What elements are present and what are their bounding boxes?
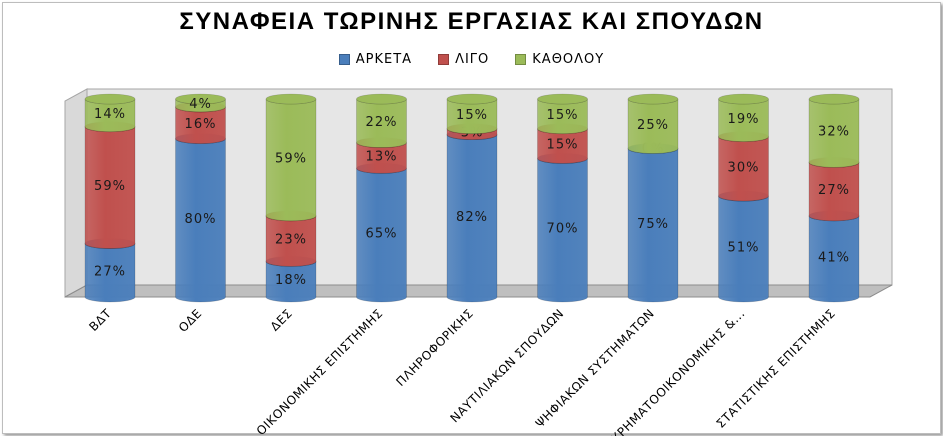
bar-ΑΡΚΕΤΑ-7: 51% [718,190,769,303]
legend-swatch-katholou [515,54,527,65]
bar-ΚΑΘΟΛΟΥ-2: 59% [265,93,317,222]
data-label: 14% [94,107,126,122]
bar-segment-top [808,93,860,105]
bar-ΚΑΘΟΛΟΥ-4: 15% [446,93,498,135]
x-tick-label: ΔΕΣ [268,306,295,333]
data-label: 15% [547,108,579,123]
data-label: 51% [728,241,760,256]
data-label: 19% [728,112,760,127]
bar-ΑΡΚΕΤΑ-5: 70% [537,153,588,303]
data-label: 15% [547,138,579,153]
legend: ΑΡΚΕΤΑ ΛΙΓΟ ΚΑΘΟΛΟΥ [0,52,943,67]
data-label: 75% [637,217,669,232]
bar-segment-top [175,93,226,105]
legend-label-arketa: ΑΡΚΕΤΑ [355,52,413,67]
data-label: 59% [94,179,126,194]
bar-segment-top [84,93,136,105]
bar-segment-top [265,93,317,105]
bar-segment-top [627,93,679,105]
bar-ΛΙΓΟ-0: 59% [84,121,136,249]
bar-ΑΡΚΕΤΑ-4: 82% [446,129,498,303]
x-tick-label: ΟΔΕ [176,306,205,335]
bar-ΚΑΘΟΛΟΥ-5: 15% [537,93,588,135]
bar-ΑΡΚΕΤΑ-8: 41% [808,210,860,303]
bar-ΚΑΘΟΛΟΥ-1: 4% [175,93,226,113]
bar-ΚΑΘΟΛΟΥ-7: 19% [718,93,769,143]
bar-ΑΡΚΕΤΑ-6: 75% [627,143,679,303]
legend-item-ligo: ΛΙΓΟ [438,52,489,67]
bar-ΚΑΘΟΛΟΥ-8: 32% [808,93,860,168]
bar-ΚΑΘΟΛΟΥ-0: 14% [84,93,136,133]
data-label: 23% [275,233,307,248]
data-label: 22% [366,115,398,130]
data-label: 27% [94,264,126,279]
legend-item-arketa: ΑΡΚΕΤΑ [338,52,413,67]
data-label: 41% [818,250,850,265]
data-label: 65% [366,227,398,242]
data-label: 15% [456,108,488,123]
data-label: 13% [366,149,398,164]
data-label: 18% [275,273,307,288]
data-label: 25% [637,118,669,133]
x-tick-label: ΠΛΗΡΟΦΟΡΙΚΗΣ [393,306,476,389]
data-label: 16% [185,117,217,132]
legend-item-katholou: ΚΑΘΟΛΟΥ [515,52,604,67]
x-tick-label: ΒΔΤ [86,306,114,334]
data-label: 70% [547,222,579,237]
data-label: 27% [818,183,850,198]
data-label: 59% [275,151,307,166]
data-label: 30% [728,160,760,175]
legend-swatch-ligo [438,54,450,65]
bar-segment-top [446,93,498,105]
bar-segment-top [718,93,769,105]
legend-label-ligo: ΛΙΓΟ [455,52,490,67]
legend-swatch-arketa [338,54,350,65]
bar-ΚΑΘΟΛΟΥ-6: 25% [627,93,679,154]
legend-label-katholou: ΚΑΘΟΛΟΥ [532,52,605,67]
side-wall [64,88,88,298]
data-label: 80% [185,212,217,227]
bar-ΑΡΚΕΤΑ-1: 80% [175,133,226,303]
chart-title: ΣΥΝΑΦΕΙΑ ΤΩΡΙΝΗΣ ΕΡΓΑΣΙΑΣ ΚΑΙ ΣΠΟΥΔΩΝ [179,8,764,35]
bar-segment-top [356,93,407,105]
bar-ΚΑΘΟΛΟΥ-3: 22% [356,93,407,148]
bar-ΑΡΚΕΤΑ-3: 65% [356,163,407,303]
bar-ΛΙΓΟ-7: 30% [718,131,769,202]
data-label: 82% [456,210,488,225]
data-label: 32% [818,125,850,140]
bar-segment-top [537,93,588,105]
data-label: 4% [189,97,212,112]
bars-group: 27%59%14%80%16%4%18%23%59%65%13%22%82%3%… [84,93,860,303]
